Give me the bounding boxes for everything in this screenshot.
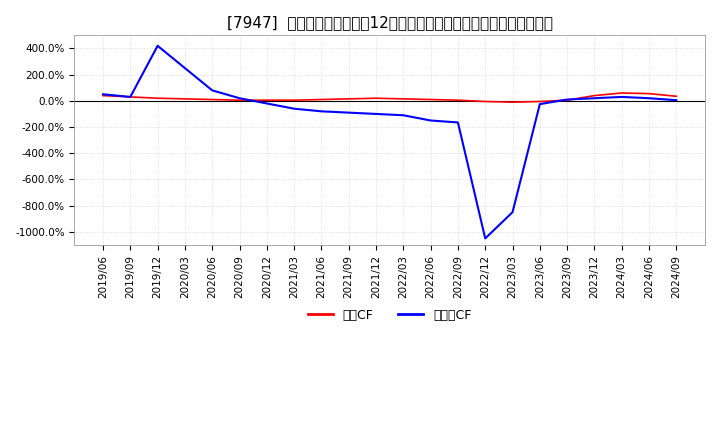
- Title: [7947]  キャッシュフローの12か月移動合計の対前年同期増減率の推移: [7947] キャッシュフローの12か月移動合計の対前年同期増減率の推移: [227, 15, 553, 30]
- Legend: 営業CF, フリーCF: 営業CF, フリーCF: [302, 304, 477, 327]
